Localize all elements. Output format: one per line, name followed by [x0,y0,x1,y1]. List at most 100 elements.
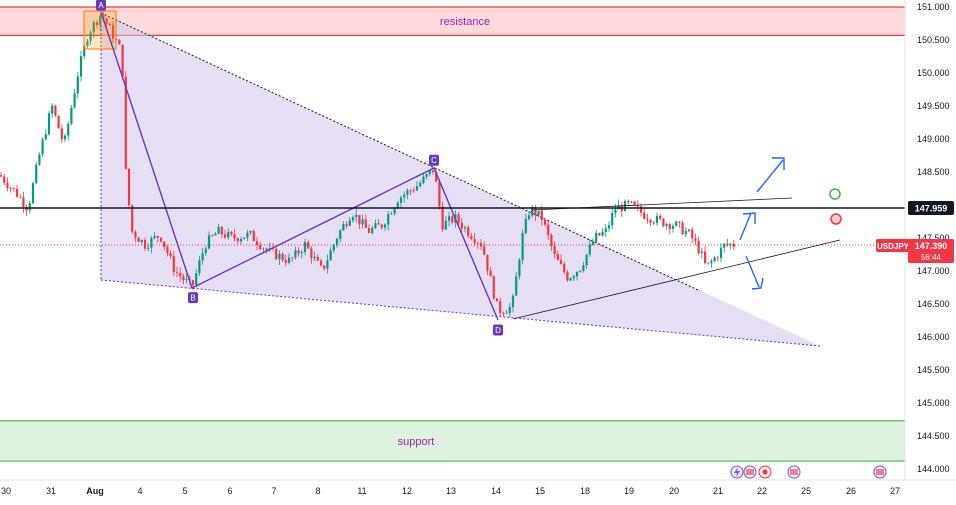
price-axis-ticks: 151.000 150.500 150.000 149.500 149.000 148.5… [917,2,950,474]
candle [588,239,591,257]
candle [569,277,572,282]
date-tick-label: 27 [890,486,900,496]
candle [547,221,550,240]
zones: resistance support [0,6,905,462]
candle [79,50,83,82]
candle [700,247,703,259]
candle [303,238,307,256]
point-c-label: C [431,156,437,165]
candle [377,218,380,225]
candle [76,71,79,99]
point-a-badge [96,0,106,11]
buy-signal-icon[interactable] [829,188,841,200]
channel-lower-line [512,239,841,320]
candle [511,293,515,313]
candle [543,218,547,227]
resistance-zone-label: resistance [440,16,490,28]
candle [70,105,73,126]
candle [191,279,195,291]
candle [211,234,214,237]
candle [51,103,54,119]
candle [451,214,454,225]
candle [710,258,713,268]
candle [179,267,182,282]
candle [447,211,451,227]
price-tick-label: 148.500 [917,167,950,177]
candle [649,218,652,227]
candle [313,251,316,261]
candle [175,266,179,277]
candle [348,216,351,227]
candle [582,261,585,273]
candle [364,214,367,229]
support-zone[interactable] [0,420,905,462]
candle [156,235,159,243]
candle [537,210,540,218]
arrow-up-short [739,212,752,241]
candle [342,221,345,231]
date-tick-label: 25 [801,486,811,496]
candle [492,275,495,301]
candle [207,231,211,250]
candle [38,152,41,166]
price-tick-label: 150.500 [917,35,950,45]
candle [486,254,489,276]
triangle-lower-edge [100,279,821,347]
candle [499,297,502,317]
economic-events[interactable] [730,465,887,479]
last-price-value: 147.390 [915,241,948,251]
time-axis[interactable] [0,480,956,505]
sell-signal-icon[interactable] [830,213,842,225]
candle [585,254,588,269]
candle [54,104,57,117]
candle [3,173,6,186]
candle [630,200,633,204]
date-tick-label: 7 [271,486,276,496]
candle [659,213,662,221]
candle [287,253,291,265]
date-tick-label: 11 [357,486,366,496]
date-tick-label: 18 [580,486,590,496]
candle [201,247,204,265]
candle [406,188,409,200]
candle [239,236,243,245]
candle [566,269,569,282]
candle [502,311,505,317]
candle [297,246,300,257]
candle [259,241,262,251]
candle [550,233,553,251]
candle [697,236,700,255]
candle [63,133,67,142]
date-tick-label: 26 [846,486,856,496]
candle [723,242,726,253]
price-tick-label: 147.000 [917,266,950,276]
candle [57,115,60,129]
candle [73,88,76,109]
candle [467,224,470,239]
candle [707,262,710,266]
date-tick-label: 8 [315,486,320,496]
candle [326,254,329,274]
candle [163,241,166,251]
candle [668,222,671,235]
resistance-zone[interactable] [0,7,905,36]
candle [121,44,124,80]
price-tick-label: 146.000 [917,332,950,342]
arrowhead-up [772,157,785,170]
candle [246,229,249,241]
candle [217,223,220,234]
candle [489,266,492,277]
candle [134,229,137,243]
candle [361,214,364,229]
candle [230,230,233,237]
date-tick-label: 20 [669,486,679,496]
date-tick-label: 12 [402,486,412,496]
candle [223,229,227,240]
candle [47,110,51,136]
candle [166,244,169,257]
arrowhead-down [751,277,764,290]
candle [252,228,255,242]
candle [316,254,319,262]
pattern-point-labels: A B C D [96,0,503,336]
